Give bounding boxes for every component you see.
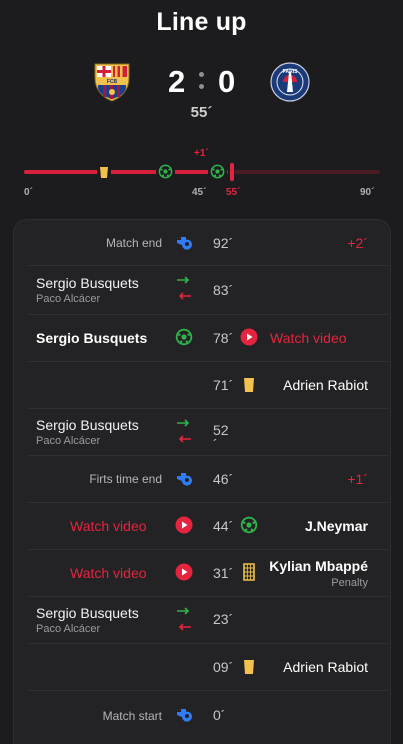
timeline-tick-label: 45´: [192, 187, 207, 198]
booked-player-name[interactable]: Adrien Rabiot: [283, 659, 368, 675]
substitution-icon: [175, 274, 193, 300]
event-status-label: Match end: [105, 236, 162, 250]
event-row-goal[interactable]: Watch video 44´ J.Neymar: [28, 503, 388, 550]
home-team-crest[interactable]: FCB: [92, 62, 132, 102]
watch-video-link[interactable]: Watch video: [70, 518, 147, 534]
event-status-label: Match start: [102, 709, 162, 723]
event-minute: 71´: [213, 377, 234, 393]
event-row-substitution[interactable]: Sergio Busquets Paco Alcácer 23´: [28, 597, 388, 644]
goal-type-label: Penalty: [331, 577, 368, 589]
timeline-yellow-card-icon[interactable]: [97, 164, 111, 180]
timeline-tick-label: 0´: [24, 187, 33, 198]
play-video-icon[interactable]: [240, 328, 258, 346]
event-row-substitution[interactable]: Sergio Busquets Paco Alcácer 52 ´: [28, 409, 388, 456]
event-minute: 0´: [213, 707, 226, 723]
event-minute-tail: ´: [213, 436, 218, 452]
timeline-tick-label: 90´: [360, 187, 375, 198]
away-team-crest[interactable]: PARIS: [270, 62, 310, 102]
player-out-name[interactable]: Paco Alcácer: [36, 435, 101, 447]
play-video-icon[interactable]: [175, 563, 193, 581]
event-row-goal[interactable]: Sergio Busquets 78´ Watch video: [28, 315, 388, 362]
event-row-match-start: Match start 0´: [28, 691, 388, 739]
goal-scorer-name[interactable]: Sergio Busquets: [36, 330, 148, 346]
events-panel: Match end 92´ +2´ Sergio Busquets Paco A…: [13, 219, 391, 744]
event-row-card[interactable]: 71´ Adrien Rabiot: [28, 362, 388, 409]
timeline-current-marker: [230, 163, 234, 181]
goal-scorer-name[interactable]: Kylian Mbappé Penalty: [269, 558, 368, 589]
match-timeline[interactable]: +1´ 0´ 45´ 55´ 90´: [24, 148, 380, 198]
whistle-icon: [175, 469, 193, 487]
event-extra-time: +1´: [347, 471, 368, 487]
watch-video-link[interactable]: Watch video: [270, 330, 347, 346]
timeline-ball-icon[interactable]: [156, 164, 175, 179]
player-out-name[interactable]: Paco Alcácer: [36, 623, 101, 635]
score-separator: [199, 72, 204, 96]
event-minute: 83´: [213, 282, 234, 298]
event-minute: 52 ´: [213, 423, 229, 451]
away-score: 0: [218, 64, 236, 99]
event-minute: 23´: [213, 611, 234, 627]
svg-text:FCB: FCB: [107, 79, 118, 85]
yellow-card-icon: [240, 658, 258, 676]
event-minute: 78´: [213, 330, 234, 346]
player-in-name[interactable]: Sergio Busquets: [36, 417, 139, 433]
whistle-icon: [175, 233, 193, 251]
event-status-label: Firts time end: [89, 472, 162, 486]
substitution-icon: [175, 605, 193, 631]
event-row-substitution[interactable]: Sergio Busquets Paco Alcácer 83´: [28, 266, 388, 315]
svg-text:PARIS: PARIS: [283, 69, 299, 75]
event-row-half-time: Firts time end 46´ +1´: [28, 456, 388, 503]
event-row-card[interactable]: 09´ Adrien Rabiot: [28, 644, 388, 691]
timeline-tick-label: 55´: [226, 187, 241, 198]
event-minute: 44´: [213, 518, 234, 534]
player-in-name[interactable]: Sergio Busquets: [36, 275, 139, 291]
event-minute: 31´: [213, 565, 234, 581]
substitution-icon: [175, 417, 193, 443]
yellow-card-icon: [240, 376, 258, 394]
match-minute: 55´: [190, 104, 213, 121]
event-row-penalty[interactable]: Watch video 31´ Kylian Mbappé Penalty: [28, 550, 388, 597]
watch-video-link[interactable]: Watch video: [70, 565, 147, 581]
event-minute: 92´: [213, 235, 234, 251]
timeline-ball-icon[interactable]: [208, 164, 227, 179]
page-title: Line up: [156, 8, 247, 36]
ball-icon: [175, 328, 193, 346]
goal-scorer-name[interactable]: J.Neymar: [304, 518, 368, 534]
event-minute-value: 52: [213, 422, 229, 438]
goal-scorer-name-text[interactable]: Kylian Mbappé: [269, 558, 368, 574]
timeline-extra-time: +1´: [194, 148, 209, 159]
booked-player-name[interactable]: Adrien Rabiot: [283, 377, 368, 393]
event-row-match-end: Match end 92´ +2´: [28, 220, 388, 266]
play-video-icon[interactable]: [175, 516, 193, 534]
home-score: 2: [168, 64, 186, 99]
event-extra-time: +2´: [347, 235, 368, 251]
event-minute: 09´: [213, 659, 234, 675]
player-in-name[interactable]: Sergio Busquets: [36, 605, 139, 621]
penalty-goal-net-icon: [240, 562, 258, 581]
timeline-remaining: [234, 170, 380, 174]
player-out-name[interactable]: Paco Alcácer: [36, 293, 101, 305]
whistle-icon: [175, 705, 193, 723]
event-minute: 46´: [213, 471, 234, 487]
ball-icon: [240, 516, 258, 534]
timeline-played: [24, 170, 228, 174]
